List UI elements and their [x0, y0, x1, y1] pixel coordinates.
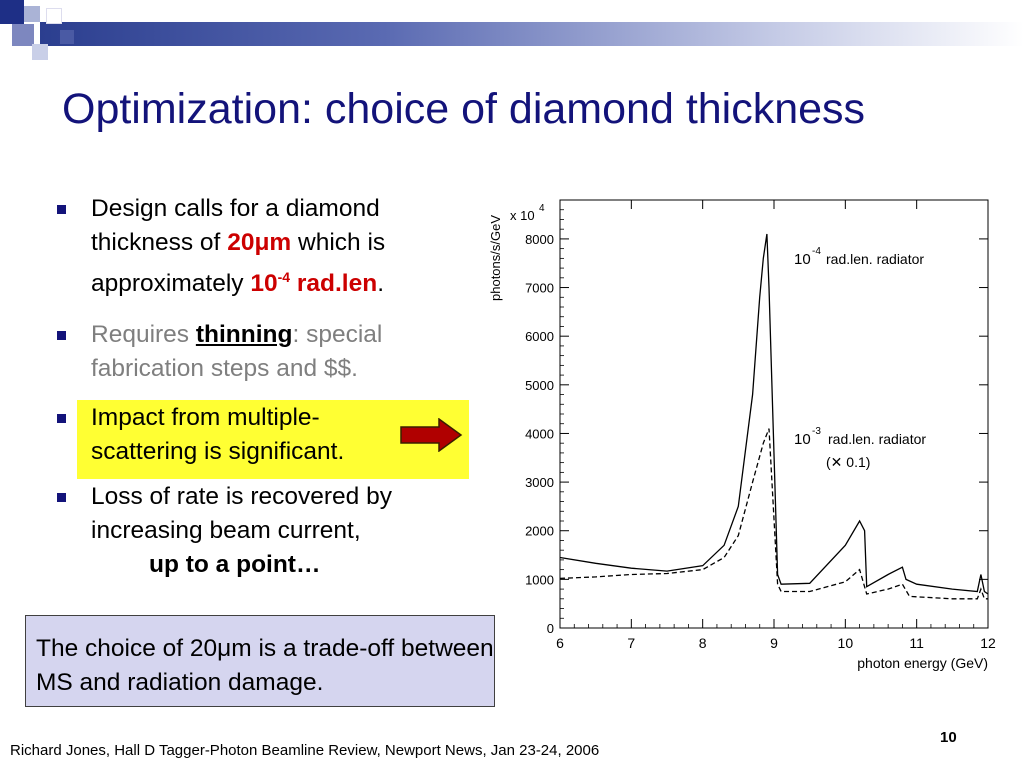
x-tick-label: 10: [838, 635, 854, 651]
radlen-value: 10-4 rad.len: [250, 269, 378, 298]
bullet-multiple-scattering: Impact from multiple-scattering is signi…: [55, 401, 475, 469]
logo-square-4: [12, 24, 34, 46]
series-label-exponent: -3: [812, 426, 821, 437]
bullet-text: Design calls for a diamond thickness of: [91, 195, 380, 256]
series-label-text: rad.len. radiator: [828, 431, 926, 447]
y-tick-label: 0: [547, 621, 554, 636]
logo-square-1: [0, 0, 24, 24]
bullet-text: : special fabrication steps and $$.: [91, 321, 383, 383]
series-1e-3-line: [559, 428, 988, 600]
thickness-value: 20μm: [227, 229, 292, 256]
bullet-text: Impact from multiple-scattering is signi…: [91, 404, 345, 466]
bullet-beam-current: Loss of rate is recovered by increasing …: [55, 480, 475, 582]
bullet-thinning: Requires thinning: special fabrication s…: [55, 318, 475, 386]
series-label-exponent: -4: [812, 246, 821, 257]
bullet-text: which is approximately: [91, 229, 386, 298]
x-tick-label: 11: [909, 635, 924, 651]
x-tick-label: 8: [699, 635, 707, 651]
tradeoff-note: The choice of 20μm is a trade-off betwee…: [25, 615, 495, 707]
y-tick-label: 3000: [525, 475, 554, 490]
logo-square-3: [46, 8, 62, 24]
y-tick-label: 7000: [525, 281, 554, 296]
bullet-text: Loss of rate is recovered by increasing …: [91, 483, 392, 545]
x-tick-label: 7: [627, 635, 635, 651]
bullet-text: .: [377, 270, 384, 298]
header-gradient-bar: [40, 22, 1024, 46]
y-tick-label: 1000: [525, 572, 554, 587]
series-label-base: 10: [794, 251, 811, 268]
thinning-link[interactable]: thinning: [195, 321, 293, 349]
bullet-subline: up to a point…: [149, 551, 321, 579]
y-multiplier: x 10: [510, 208, 535, 223]
slide-title: Optimization: choice of diamond thicknes…: [62, 85, 866, 133]
x-axis-label: photon energy (GeV): [857, 655, 988, 671]
x-tick-label: 12: [980, 635, 996, 651]
y-tick-label: 8000: [525, 232, 554, 247]
right-arrow-icon: [400, 418, 463, 452]
y-tick-label: 5000: [525, 378, 554, 393]
series-label-scale: (✕ 0.1): [826, 454, 870, 470]
page-number: 10: [940, 729, 957, 746]
bullet-text: Requires: [91, 321, 196, 349]
series-label-text: rad.len. radiator: [826, 251, 924, 267]
footer-text: Richard Jones, Hall D Tagger-Photon Beam…: [10, 742, 600, 759]
series-label-base: 10: [794, 431, 811, 448]
y-axis-label: photons/s/GeV: [488, 215, 503, 301]
series-1e-4-line: [559, 233, 989, 595]
bullet-list: Design calls for a diamond thickness of …: [55, 192, 475, 582]
bullet-design-thickness: Design calls for a diamond thickness of …: [55, 192, 475, 301]
logo-square-6: [32, 44, 48, 60]
logo-square-2: [24, 6, 40, 22]
logo-square-5: [60, 30, 74, 44]
y-multiplier-exponent: 4: [539, 203, 545, 214]
y-tick-label: 2000: [525, 524, 554, 539]
y-tick-label: 6000: [525, 329, 554, 344]
photon-spectrum-chart: 6 7 8 9 10 11 12 0 1000 2000 3000 4000 5000 6000 7000 8…: [488, 199, 996, 671]
x-tick-label: 6: [556, 635, 564, 651]
y-tick-label: 4000: [525, 426, 554, 441]
x-tick-label: 9: [770, 635, 778, 651]
